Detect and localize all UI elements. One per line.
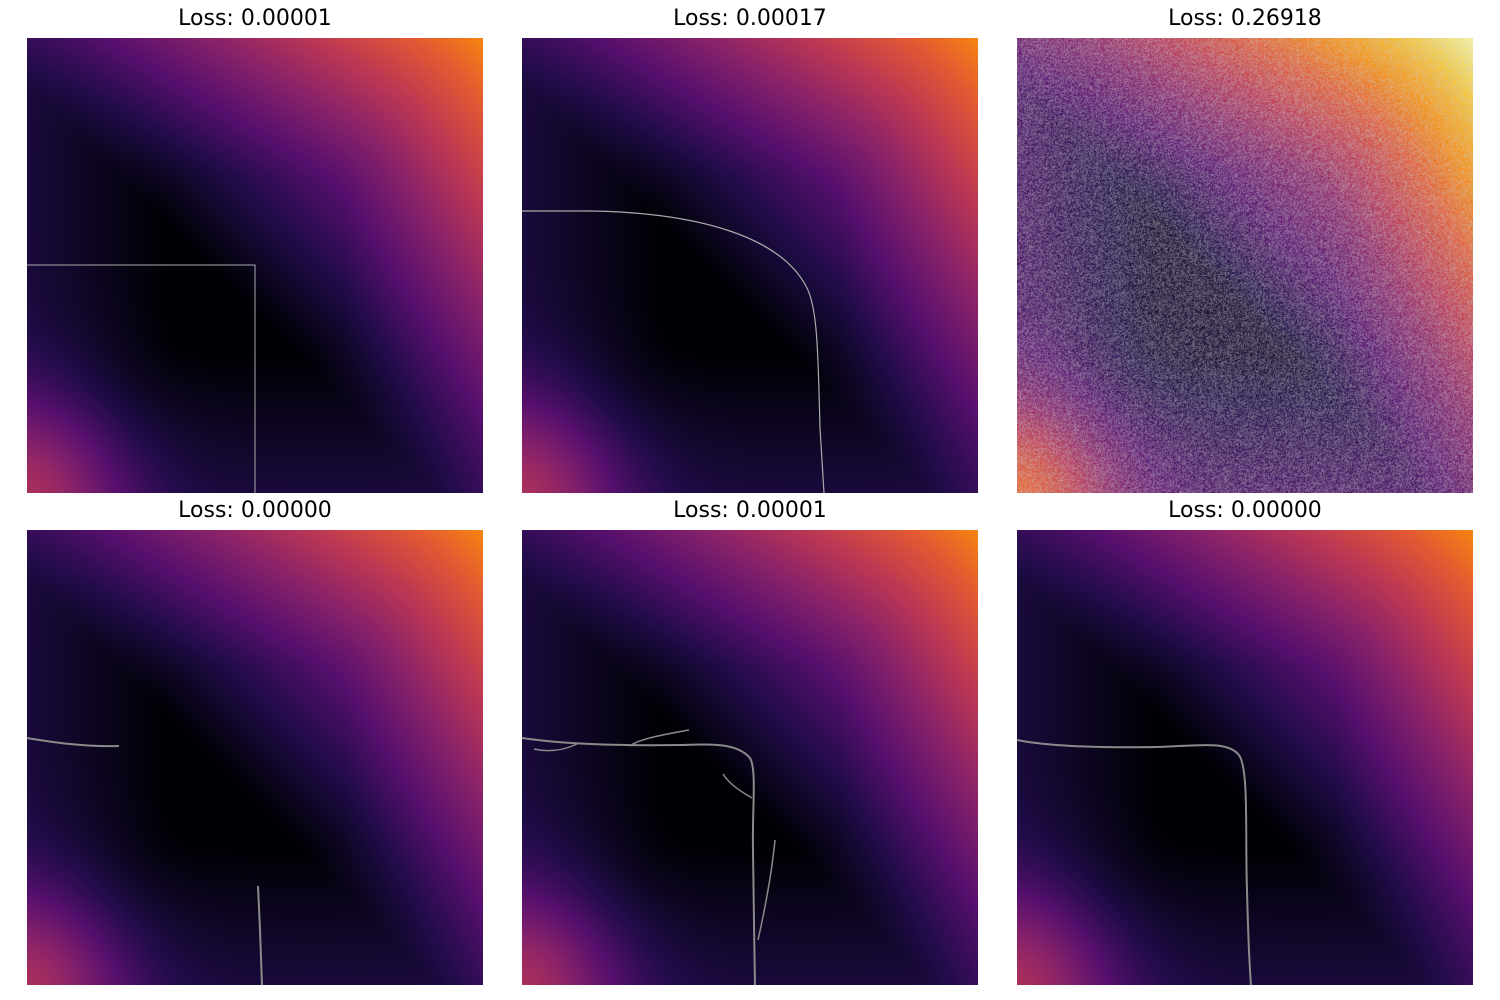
contour-line <box>27 264 256 493</box>
contour-overlay <box>1017 739 1252 985</box>
panel-title: Loss: 0.00017 <box>673 6 827 31</box>
contour-line <box>628 729 690 747</box>
panel-title: Loss: 0.00001 <box>178 6 332 31</box>
heatmap-image <box>522 38 978 493</box>
contour-line <box>1017 739 1252 985</box>
contour-overlay <box>522 729 776 985</box>
panel-title: Loss: 0.26918 <box>1168 6 1322 31</box>
panel-title: Loss: 0.00000 <box>178 498 332 523</box>
contour-overlay <box>27 264 256 493</box>
contour-line <box>522 737 756 985</box>
panel-title: Loss: 0.00001 <box>673 498 827 523</box>
contour-line <box>257 885 263 985</box>
contour-line <box>757 839 776 941</box>
contour-line <box>522 210 825 493</box>
heatmap-image <box>1017 530 1473 985</box>
contour-overlay <box>522 210 825 493</box>
heatmap-image <box>27 530 483 985</box>
contour-line <box>27 737 120 748</box>
contour-overlay <box>27 737 263 985</box>
contour-line <box>722 773 753 799</box>
contour-line <box>533 743 578 752</box>
panel-title: Loss: 0.00000 <box>1168 498 1322 523</box>
heatmap-image <box>1017 38 1473 493</box>
